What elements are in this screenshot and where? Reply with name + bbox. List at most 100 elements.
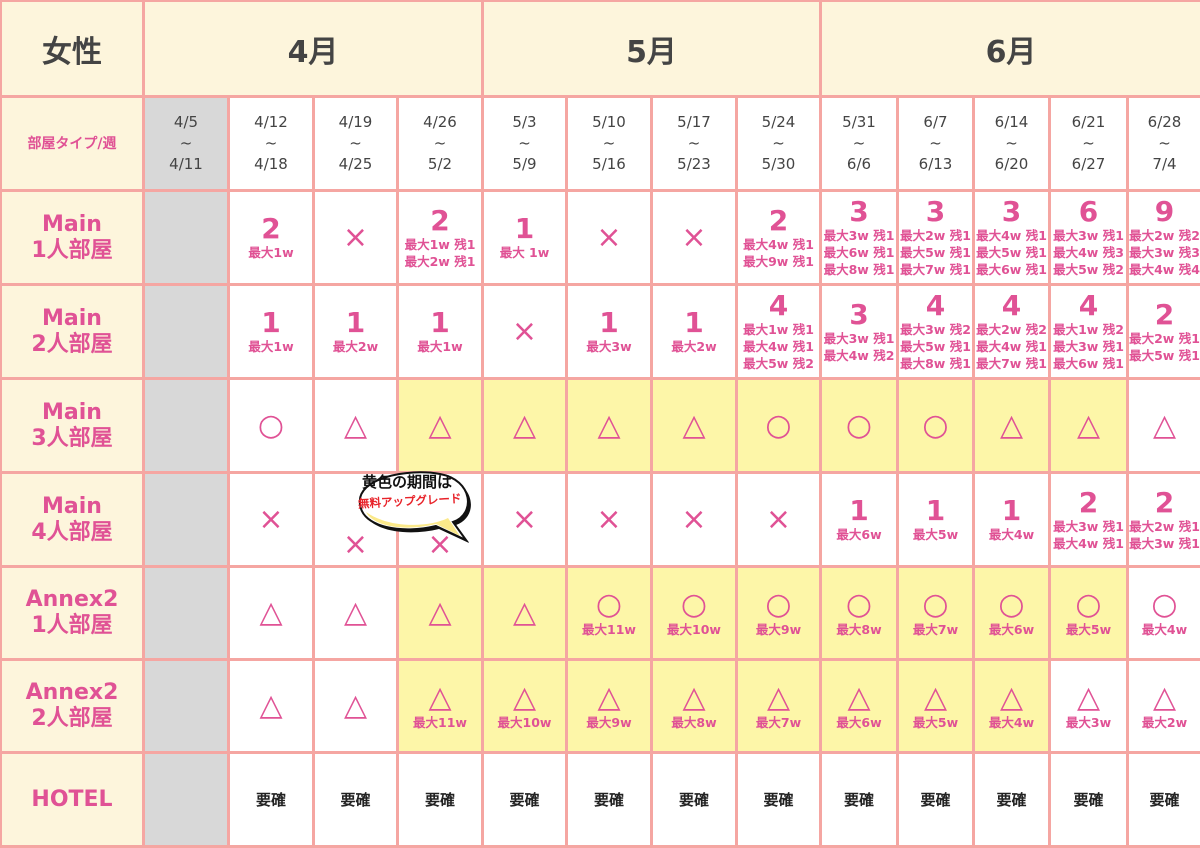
week-header: 5/3 ~5/9 <box>484 98 565 189</box>
availability-note: 最大10w <box>497 714 552 730</box>
availability-count: 1 <box>925 494 946 527</box>
availability-symbol: △ <box>343 595 368 630</box>
confirm-required-text: 要確 <box>843 791 874 809</box>
availability-cell: △ 最大8w <box>653 661 735 751</box>
availability-note: 最大8w 残1 <box>900 356 971 371</box>
room-type-text: Main <box>42 399 102 425</box>
week-part: 6/14 <box>994 113 1029 131</box>
availability-cell: △ 最大3w <box>1051 661 1126 751</box>
availability-note: 最大8w <box>671 714 717 730</box>
month-label: 4月 <box>287 34 339 70</box>
availability-symbol: △ <box>428 407 452 443</box>
week-part: ~ <box>349 134 362 152</box>
availability-note: 最大5w 残2 <box>743 356 814 371</box>
availability-cell: △ <box>484 380 565 471</box>
week-part: 6/20 <box>994 155 1029 173</box>
availability-cell: ○ <box>230 380 312 471</box>
speech-bubble-icon <box>358 471 471 543</box>
availability-note: 最大6w 残1 <box>823 245 895 260</box>
availability-note: 最大3w 残1 <box>823 228 895 243</box>
availability-cell: 1 最大 1w <box>484 192 565 283</box>
availability-note: 最大6w <box>988 621 1035 637</box>
availability-cell: ○ 最大11w <box>568 568 650 658</box>
room-type-text: 1人部屋 <box>31 237 113 263</box>
availability-note: 最大2w 残2 <box>976 322 1047 337</box>
room-type-label: Main 3人部屋 <box>2 380 142 471</box>
availability-cell: × <box>484 286 565 377</box>
availability-cell: 2 最大1w 残1 最大2w 残1 <box>399 192 481 283</box>
availability-count: 1 <box>345 306 366 339</box>
availability-note: 最大4w 残2 <box>823 347 895 363</box>
availability-note: 最大5w 残1 <box>900 339 971 354</box>
availability-cell: 2 最大3w 残1 最大4w 残1 <box>1051 474 1126 565</box>
week-part: ~ <box>772 134 785 152</box>
week-part: ~ <box>852 134 866 152</box>
availability-symbol: △ <box>259 688 283 723</box>
availability-cell: 要確 <box>1129 754 1200 845</box>
availability-count: 1 <box>599 306 619 339</box>
availability-symbol: ○ <box>257 407 285 443</box>
availability-symbol: △ <box>597 407 621 443</box>
room-type-text: 2人部屋 <box>31 706 113 731</box>
week-part: 7/4 <box>1152 155 1177 173</box>
week-part: ~ <box>518 134 531 152</box>
availability-count: 2 <box>1078 485 1099 519</box>
availability-cell: △ 最大6w <box>822 661 896 751</box>
availability-cell: × <box>230 474 312 565</box>
room-type-label: Annex2 1人部屋 <box>2 568 142 658</box>
callout-line-1: 黄色の期間は <box>362 473 453 491</box>
availability-symbol: △ <box>259 595 283 630</box>
availability-note: 最大3w 残1 <box>1053 339 1124 354</box>
availability-note: 最大6w <box>836 527 882 542</box>
availability-note: 最大4w 残1 <box>1053 535 1124 551</box>
availability-note: 最大3w 残1 <box>1053 518 1124 534</box>
availability-count: 9 <box>1154 195 1175 228</box>
availability-count: 2 <box>261 212 281 245</box>
room-type-label: Main 4人部屋 <box>2 474 142 565</box>
availability-note: 最大1w 残1 <box>743 322 814 337</box>
availability-cell: 3 最大3w 残1 最大4w 残2 <box>822 286 896 377</box>
week-header: 6/14 ~6/20 <box>975 98 1048 189</box>
availability-cell: 3 最大4w 残1 最大5w 残1 最大6w 残1 <box>975 192 1048 283</box>
availability-cell: ○ <box>738 380 819 471</box>
availability-symbol: △ <box>428 679 452 715</box>
week-part: ~ <box>1082 134 1095 152</box>
availability-note: 最大2w 残1 <box>1129 330 1200 346</box>
availability-note: 最大11w <box>413 714 467 730</box>
confirm-required-text: 要確 <box>1073 791 1104 809</box>
availability-symbol: △ <box>682 679 706 715</box>
availability-cell: 4 最大2w 残2 最大4w 残1 最大7w 残1 <box>975 286 1048 377</box>
availability-cell: △ <box>653 380 735 471</box>
availability-cell: 1 最大2w <box>315 286 396 377</box>
availability-count: 4 <box>1001 289 1022 322</box>
availability-cell: 9 最大2w 残2 最大3w 残3 最大4w 残4 <box>1129 192 1200 283</box>
availability-note: 最大11w <box>582 621 636 637</box>
availability-symbol: ○ <box>998 586 1025 622</box>
week-part: 6/13 <box>918 155 953 173</box>
availability-cell: 4 最大1w 残2 最大3w 残1 最大6w 残1 <box>1051 286 1126 377</box>
availability-count: 3 <box>849 195 869 228</box>
room-type-text: Annex2 <box>25 587 119 612</box>
week-header: 4/12 ~4/18 <box>230 98 312 189</box>
availability-note: 最大2w <box>332 339 379 354</box>
availability-cell: △ <box>315 380 396 471</box>
availability-cell: 1 最大5w <box>899 474 972 565</box>
availability-cell: 1 最大2w <box>653 286 735 377</box>
availability-note: 最大7w 残1 <box>976 356 1047 371</box>
month-label: 5月 <box>626 34 677 70</box>
availability-note: 最大3w <box>586 339 632 354</box>
availability-count: 3 <box>1001 195 1022 228</box>
week-header: 6/7 ~6/13 <box>899 98 972 189</box>
availability-cell: △ <box>484 568 565 658</box>
week-header: 5/17 ~5/23 <box>653 98 735 189</box>
availability-symbol: ○ <box>845 407 873 443</box>
availability-note: 最大3w <box>1065 714 1112 730</box>
availability-cell <box>145 754 227 845</box>
availability-cell: 2 最大1w <box>230 192 312 283</box>
availability-note: 最大5w 残2 <box>1053 262 1124 277</box>
availability-cell: 2 最大2w 残1 最大5w 残1 <box>1129 286 1200 377</box>
availability-note: 最大3w 残3 <box>1129 245 1200 260</box>
week-part: ~ <box>602 134 616 152</box>
availability-cell: 要確 <box>653 754 735 845</box>
